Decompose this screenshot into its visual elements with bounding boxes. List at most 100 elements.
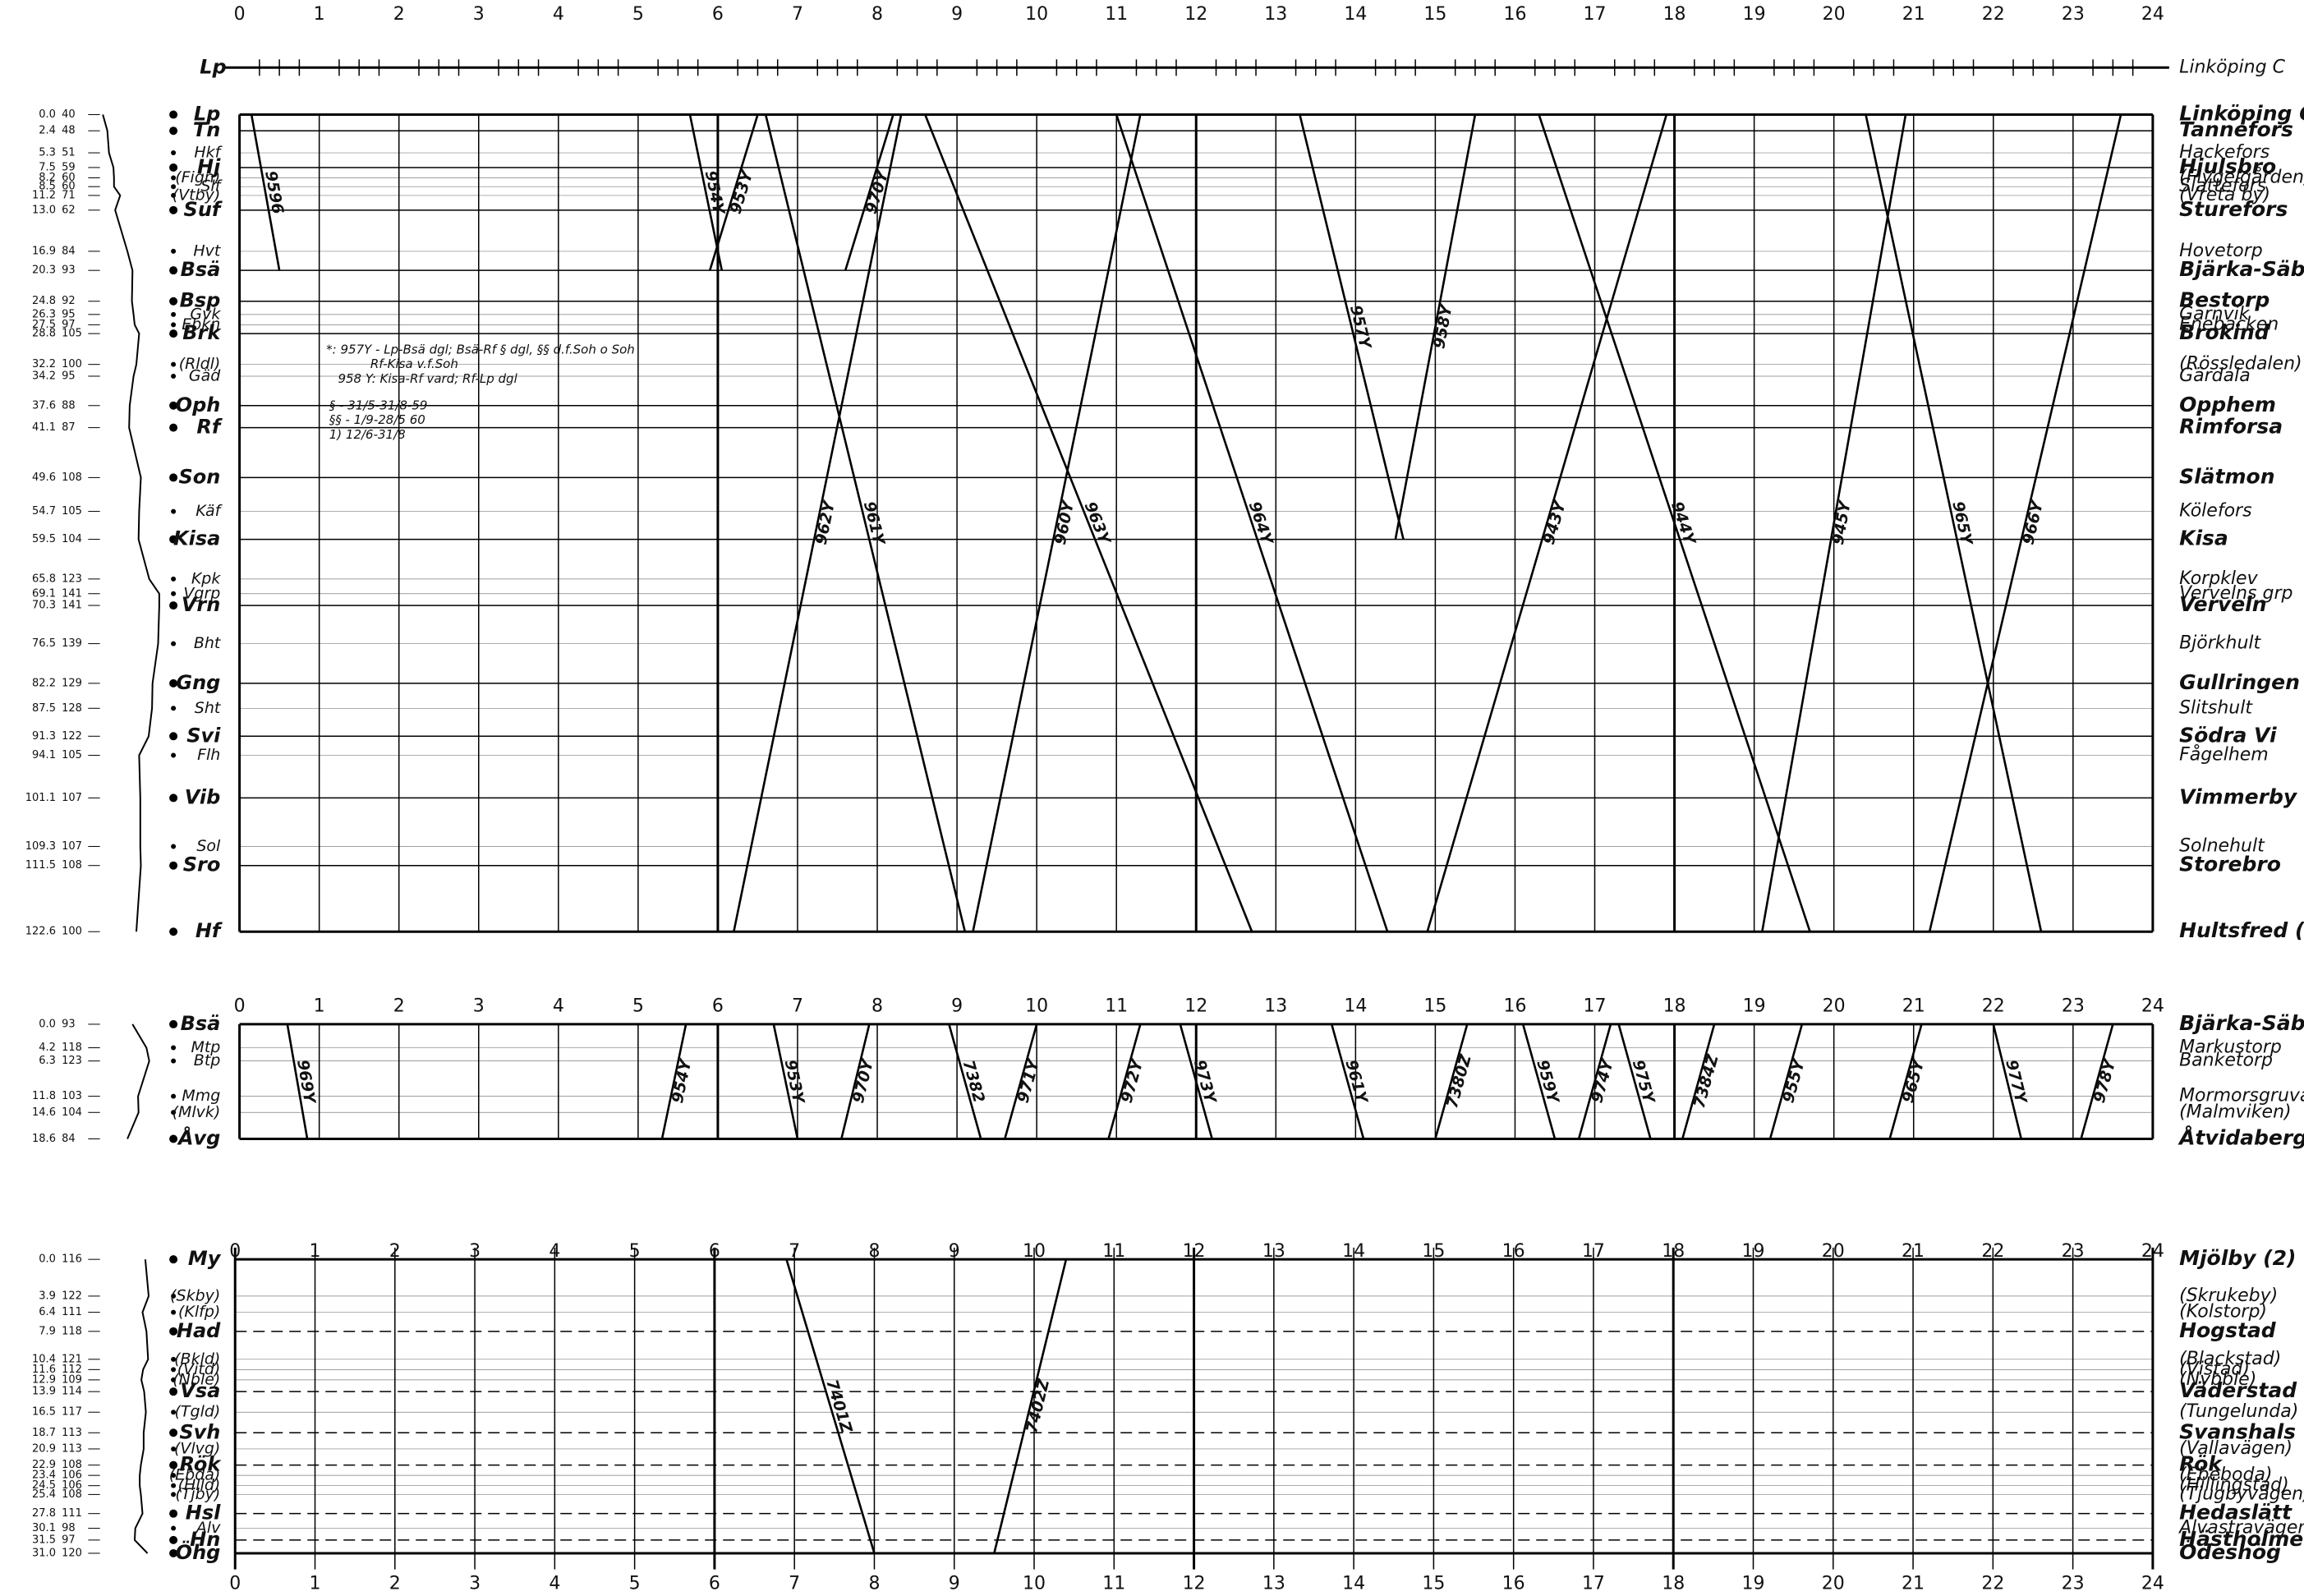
train-path <box>785 1258 876 1554</box>
hour-label: 4 <box>549 1574 560 1594</box>
train-number: 970Y <box>849 1056 878 1105</box>
station-dot <box>171 1525 177 1531</box>
station-height: 93 <box>62 1018 76 1030</box>
strip-name: Linköping C <box>2179 57 2285 77</box>
station-km: 109.3 <box>25 840 56 853</box>
station-name: Markustorp <box>2179 1037 2282 1058</box>
hour-label: 9 <box>951 996 963 1016</box>
hour-label: 13 <box>1262 1574 1285 1594</box>
station-km: 16.9 <box>32 245 56 257</box>
hour-label: 22 <box>1981 1574 2004 1594</box>
station-abbr: Käf <box>195 502 223 520</box>
station-name: (Nybble) <box>2179 1369 2256 1390</box>
station-km: 34.2 <box>32 370 56 382</box>
footnote: §§ - 1/9-28/5 60 <box>329 412 425 427</box>
station-name: Sturefors <box>2179 197 2288 221</box>
hour-label: 15 <box>1422 1574 1445 1594</box>
station-km: 18.6 <box>32 1133 56 1145</box>
station-dot <box>169 163 178 172</box>
hour-label: 17 <box>1582 1574 1605 1594</box>
train-path <box>1004 1023 1038 1139</box>
station-height: 117 <box>62 1406 82 1419</box>
hour-label: 21 <box>1902 996 1925 1016</box>
station-abbr: Mmg <box>182 1087 220 1105</box>
hour-label: 5 <box>629 1241 641 1262</box>
station-abbr: My <box>188 1247 222 1270</box>
hour-label: 11 <box>1105 996 1128 1016</box>
train-path <box>1426 114 1668 932</box>
station-name: Kisa <box>2179 527 2228 550</box>
hour-label: 20 <box>1823 4 1846 25</box>
train-number: 969Y <box>293 1058 319 1106</box>
train-path <box>1617 1023 1652 1139</box>
hour-label: 16 <box>1503 4 1526 25</box>
station-abbr: Sol <box>196 837 221 855</box>
station-height: 108 <box>62 471 82 484</box>
station-abbr: Svi <box>186 724 221 747</box>
train-path <box>972 114 1142 932</box>
station-name: Väderstad <box>2179 1378 2297 1402</box>
station-height: 139 <box>62 637 82 650</box>
station-abbr: Öhg <box>176 1539 221 1564</box>
station-name: (Flygelgården) <box>2179 166 2304 187</box>
station-name: Vimmerby <box>2179 784 2298 808</box>
station-name: Åtvidaberg <box>2178 1125 2304 1149</box>
hour-label: 0 <box>234 996 246 1016</box>
station-height: 112 <box>62 1364 82 1376</box>
station-dot <box>171 641 177 646</box>
station-abbr: (Mlvk) <box>172 1103 221 1121</box>
train-number: 963Y <box>1081 499 1115 549</box>
station-name: Ödeshög <box>2179 1539 2281 1564</box>
station-km: 94.1 <box>32 749 56 761</box>
station-dot <box>171 1045 177 1051</box>
station-height: 97 <box>62 1534 76 1546</box>
station-dot <box>171 1377 177 1382</box>
hour-label: 21 <box>1902 1574 1925 1594</box>
elevation-profile <box>102 114 160 932</box>
station-km: 23.4 <box>32 1470 56 1482</box>
station-abbr: (Rldl) <box>179 355 221 373</box>
train-path <box>1115 114 1389 932</box>
station-abbr: Brk <box>182 321 222 344</box>
hour-label: 10 <box>1023 1574 1046 1594</box>
station-height: 106 <box>62 1479 82 1492</box>
station-abbr: Hn <box>190 1528 220 1551</box>
station-km: 111.5 <box>25 859 56 872</box>
station-km: 0.0 <box>39 108 56 121</box>
station-height: 114 <box>62 1386 82 1398</box>
station-name: (Hillingstad) <box>2179 1475 2289 1496</box>
station-abbr: Ebkn <box>182 315 220 333</box>
station-km: 18.7 <box>32 1427 56 1439</box>
hour-label: 16 <box>1502 1574 1525 1594</box>
station-abbr: Hsl <box>186 1502 221 1525</box>
station-km: 10.4 <box>32 1353 56 1365</box>
hour-label: 6 <box>712 996 724 1016</box>
hour-label: 7 <box>792 996 803 1016</box>
station-abbr: Bht <box>194 634 222 652</box>
station-name: Slätmon <box>2179 464 2274 488</box>
hour-label: 1 <box>310 1241 321 1262</box>
station-abbr: Slf <box>200 177 223 195</box>
station-name: (Kolstorp) <box>2179 1302 2267 1322</box>
station-abbr: Vgrp <box>183 584 220 602</box>
station-abbr: Rök <box>180 1453 223 1476</box>
station-km: 24.5 <box>32 1479 56 1492</box>
station-abbr: Vrn <box>182 593 221 616</box>
train-path <box>1394 114 1477 540</box>
train-number: 7384Z <box>1690 1051 1722 1110</box>
hour-label: 18 <box>1662 1574 1685 1594</box>
station-km: 11.8 <box>32 1090 56 1102</box>
station-name: Tannefors <box>2179 117 2293 141</box>
train-number: 961Y <box>1341 1058 1371 1107</box>
hour-label: 11 <box>1105 4 1128 25</box>
station-height: 98 <box>62 1522 76 1534</box>
hour-label: 1 <box>314 996 325 1016</box>
elevation-profile <box>133 1259 150 1554</box>
train-path <box>1928 114 2122 932</box>
station-name: Banketorp <box>2179 1051 2273 1071</box>
station-km: 14.6 <box>32 1106 56 1119</box>
station-abbr: Vib <box>185 785 221 808</box>
station-height: 95 <box>62 308 76 320</box>
station-abbr: Hf <box>195 919 223 942</box>
station-km: 13.9 <box>32 1386 56 1398</box>
